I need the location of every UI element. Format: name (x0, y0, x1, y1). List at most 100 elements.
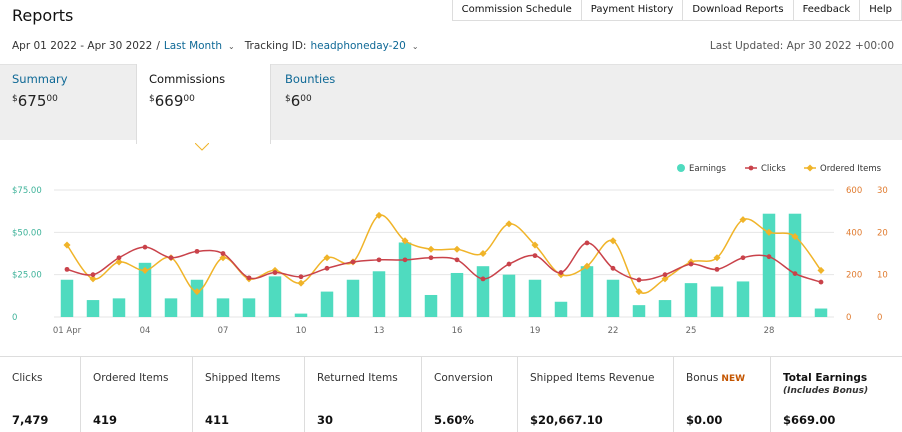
x-tick-label: 07 (218, 326, 229, 336)
x-tick-label: 04 (140, 326, 151, 336)
ordered-items-point (635, 288, 643, 296)
x-tick-label: 01 Apr (53, 326, 82, 336)
earnings-bar (736, 281, 750, 317)
ordered-items-point (141, 266, 149, 274)
y-left-tick-label: $50.00 (12, 228, 42, 238)
clicks-point (532, 253, 538, 259)
download-reports-link[interactable]: Download Reports (683, 0, 794, 21)
earnings-bar (528, 279, 542, 317)
tracking-id-dropdown[interactable]: headphoneday-20 (310, 40, 406, 52)
y-left-tick-label: $25.00 (12, 271, 42, 281)
earnings-bar (814, 308, 828, 317)
clicks-point (168, 255, 174, 261)
clicks-point (272, 270, 278, 275)
ordered-items-point (401, 237, 409, 245)
legend-clicks-marker (748, 165, 754, 171)
ordered-items-point (791, 233, 799, 241)
page-title: Reports (12, 6, 74, 25)
y-right-items-tick-label: 30 (877, 186, 888, 196)
stat-returned-items: Returned Items 30 (305, 357, 422, 432)
earnings-bar (632, 305, 646, 317)
earnings-bar (398, 242, 412, 317)
last-updated: Last Updated: Apr 30 2022 +00:00 (709, 40, 894, 52)
ordered-items-point (713, 254, 721, 262)
stat-shipped-items: Shipped Items 411 (193, 357, 305, 432)
tab-summary-amount: $67500 (12, 92, 58, 110)
y-right-items-tick-label: 20 (877, 228, 888, 238)
tab-summary[interactable]: Summary $67500 (0, 64, 136, 142)
legend-earnings-label: Earnings (689, 164, 726, 174)
stat-clicks: Clicks 7,479 (0, 357, 81, 432)
ordered-items-point (453, 245, 461, 253)
report-filters: Apr 01 2022 - Apr 30 2022 / Last Month ⌄… (12, 40, 423, 52)
x-tick-label: 16 (452, 326, 463, 336)
ordered-items-point (323, 254, 331, 262)
y-right-items-tick-label: 0 (877, 313, 882, 323)
ordered-items-point (609, 237, 617, 245)
clicks-point (194, 248, 200, 254)
clicks-point (90, 272, 96, 278)
stat-ordered-items: Ordered Items 419 (81, 357, 193, 432)
earnings-bar (502, 274, 516, 317)
stat-total-earnings: Total Earnings (Includes Bonus) $669.00 (783, 372, 869, 427)
earnings-bar (710, 286, 724, 317)
earnings-bar (164, 298, 178, 317)
earnings-bar (788, 213, 802, 317)
tab-bounties-label: Bounties (285, 72, 336, 86)
earnings-bar (216, 298, 230, 317)
commission-schedule-link[interactable]: Commission Schedule (452, 0, 582, 21)
chevron-down-icon[interactable]: ⌄ (411, 41, 419, 51)
payment-history-link[interactable]: Payment History (581, 0, 684, 21)
earnings-bar (606, 279, 620, 317)
clicks-point (324, 265, 330, 271)
clicks-point (506, 261, 512, 267)
clicks-point (688, 261, 694, 267)
stats-row: Clicks 7,479 Ordered Items 419 Shipped Ite… (0, 356, 902, 432)
ordered-items-point (817, 266, 825, 274)
chevron-down-icon[interactable]: ⌄ (227, 41, 235, 51)
earnings-bar (190, 279, 204, 317)
tab-summary-label: Summary (12, 72, 68, 86)
x-tick-label: 25 (686, 326, 697, 336)
earnings-bar (684, 283, 698, 317)
clicks-point (662, 272, 668, 278)
ordered-items-point (375, 211, 383, 219)
clicks-point (636, 277, 642, 283)
clicks-point (428, 255, 434, 261)
x-tick-label: 22 (608, 326, 619, 336)
help-link[interactable]: Help (860, 0, 902, 21)
tracking-id-label: Tracking ID: (244, 40, 307, 52)
earnings-bar (424, 294, 438, 317)
ordered-items-point (427, 245, 435, 253)
tab-commissions[interactable]: Commissions $66900 (136, 64, 271, 144)
x-tick-label: 10 (296, 326, 307, 336)
date-range: Apr 01 2022 - Apr 30 2022 (12, 40, 153, 52)
clicks-point (610, 265, 616, 271)
ordered-items-point (115, 258, 123, 266)
tab-bounties[interactable]: Bounties $600 (273, 64, 403, 142)
ordered-items-point (765, 228, 773, 236)
y-right-clicks-tick-label: 0 (846, 313, 851, 323)
stat-bonus: Bonus NEW $0.00 (674, 357, 771, 432)
earnings-bar (762, 213, 776, 317)
new-badge: NEW (721, 374, 746, 384)
y-left-tick-label: $75.00 (12, 186, 42, 196)
ordered-items-point (505, 220, 513, 228)
earnings-bar (658, 300, 672, 317)
y-right-clicks-tick-label: 400 (846, 228, 862, 238)
earnings-bar (450, 272, 464, 317)
clicks-point (818, 279, 824, 285)
date-separator: / (156, 40, 160, 52)
period-dropdown[interactable]: Last Month (163, 40, 222, 52)
tab-bounties-amount: $600 (285, 92, 312, 110)
ordered-items-point (531, 241, 539, 249)
earnings-bar (476, 266, 490, 317)
y-left-tick-label: 0 (12, 313, 17, 323)
clicks-point (402, 257, 408, 263)
earnings-bar (60, 279, 74, 317)
feedback-link[interactable]: Feedback (793, 0, 861, 21)
ordered-items-point (479, 249, 487, 258)
earnings-bar (86, 300, 100, 317)
earnings-bar (320, 291, 334, 317)
active-tab-caret (195, 143, 209, 151)
